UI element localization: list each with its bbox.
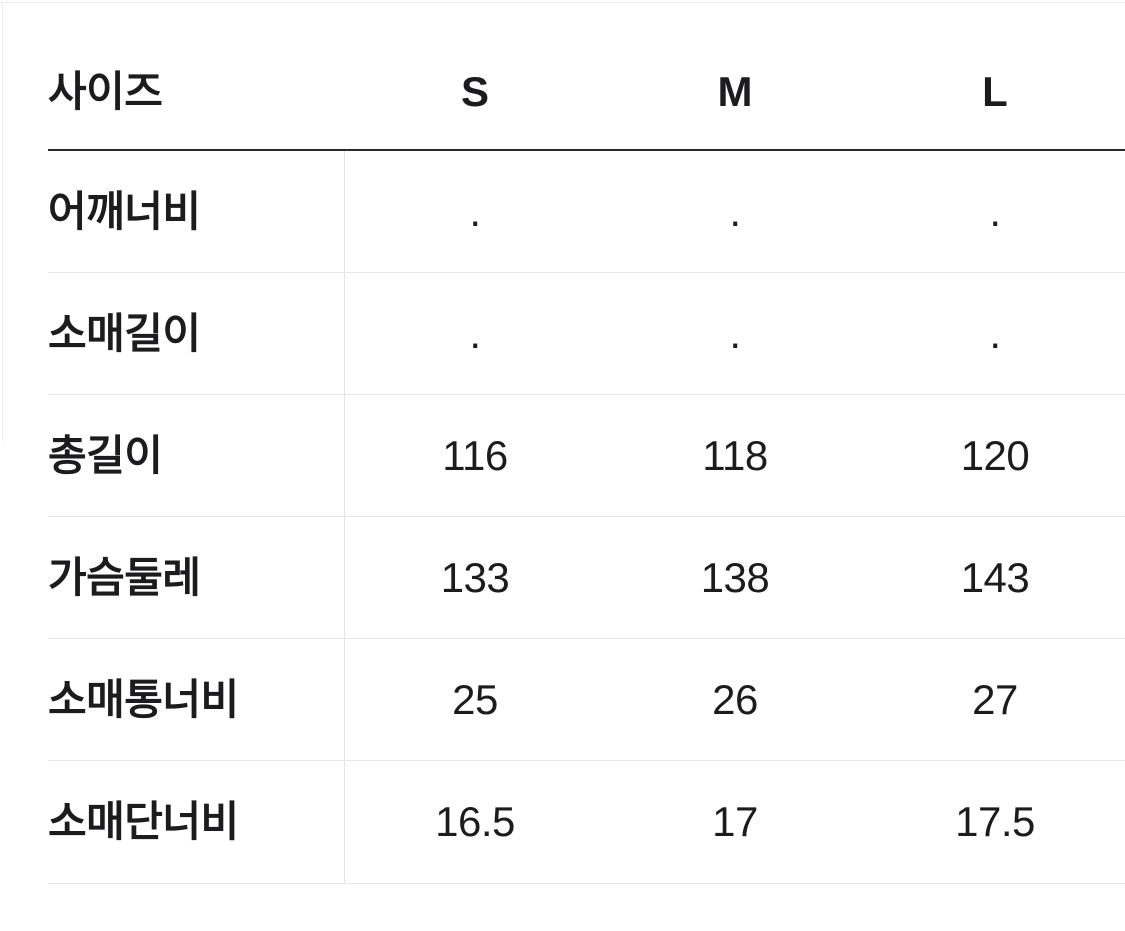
row-value-m: 17: [712, 798, 758, 845]
row-label: 가슴둘레: [48, 517, 345, 638]
row-value-l: .: [989, 309, 1001, 357]
row-value-s: .: [469, 187, 481, 235]
row-value-l: .: [989, 187, 1001, 235]
row-value-s: .: [469, 309, 481, 357]
row-label: 소매통너비: [48, 639, 345, 760]
row-value-l: 17.5: [955, 798, 1035, 845]
header-size-m: M: [717, 67, 753, 115]
row-value-s: 133: [440, 553, 510, 601]
row-value-s: 25: [452, 675, 498, 723]
card-top-hairline: [0, 2, 1125, 3]
row-value-m: .: [729, 309, 741, 357]
header-size-s: S: [460, 67, 489, 115]
row-value-m: 138: [700, 553, 770, 601]
row-value-m: 118: [702, 431, 768, 479]
row-label: 소매길이: [48, 273, 345, 394]
row-label: 어깨너비: [48, 151, 345, 272]
row-value-l: 143: [960, 553, 1030, 601]
table-row-total-length: 총길이 116 118 120: [48, 395, 1125, 517]
row-label: 소매단너비: [48, 761, 345, 883]
card-left-hairline: [2, 2, 3, 442]
row-value-s: 116: [442, 431, 508, 479]
table-row-sleeve-width: 소매통너비 25 26 27: [48, 639, 1125, 761]
size-chart-header-row: 사이즈 S M L: [48, 0, 1125, 151]
row-value-l: 27: [972, 675, 1018, 723]
table-row-shoulder-width: 어깨너비 . . .: [48, 151, 1125, 273]
table-row-sleeve-length: 소매길이 . . .: [48, 273, 1125, 395]
header-size-label: 사이즈: [48, 67, 163, 115]
table-row-chest-circumference: 가슴둘레 133 138 143: [48, 517, 1125, 639]
table-row-sleeve-cuff-width: 소매단너비 16.5 17 17.5: [48, 761, 1125, 884]
row-value-l: 120: [960, 431, 1030, 479]
size-chart-table: 사이즈 S M L 어깨너비 . . . 소매길이 . . . 총길이 116 …: [48, 0, 1125, 884]
row-value-s: 16.5: [435, 798, 515, 845]
row-label: 총길이: [48, 395, 345, 516]
row-value-m: 26: [712, 675, 758, 723]
header-size-l: L: [982, 67, 1008, 115]
row-value-m: .: [729, 187, 741, 235]
